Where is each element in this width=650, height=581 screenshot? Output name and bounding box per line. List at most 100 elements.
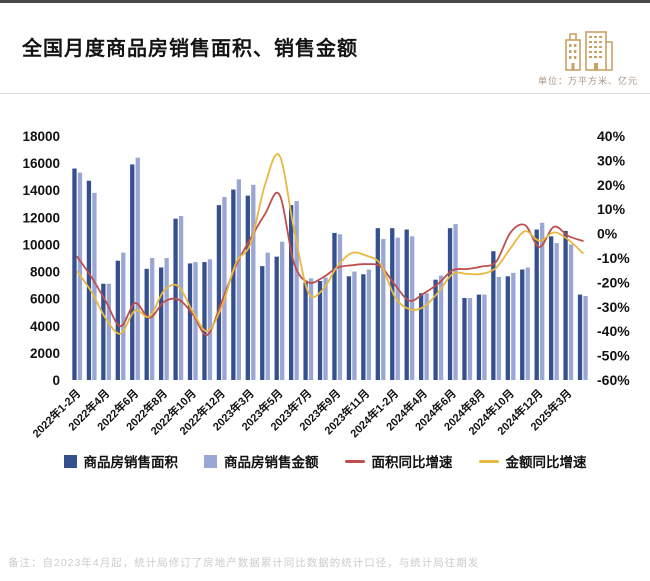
bar-area — [288, 205, 294, 380]
bar-amount — [135, 157, 140, 380]
legend-label: 面积同比增速 — [371, 455, 453, 470]
legend-item-area-line: 面积同比增速 — [344, 451, 453, 471]
y-right-tick: -40% — [597, 323, 630, 339]
bar-area — [115, 260, 120, 380]
legend-label: 商品房销售面积 — [83, 455, 179, 470]
bar-amount — [207, 259, 213, 380]
bar-area — [447, 228, 453, 380]
bar-amount — [381, 239, 386, 380]
bar-area — [101, 283, 106, 380]
y-right-tick: -30% — [597, 299, 630, 315]
bar-amount — [251, 184, 256, 380]
bar-area — [245, 195, 250, 380]
bar-amount — [424, 293, 429, 380]
bar-amount — [453, 224, 458, 380]
y-right-tick: 30% — [597, 152, 626, 168]
footnote: 备注：自2023年4月起，统计局修订了房地产数据累计同比数据的统计口径，与统计局… — [8, 557, 480, 569]
bar-area — [375, 228, 380, 380]
y-right-tick: 10% — [597, 201, 626, 217]
bar-amount — [496, 276, 502, 380]
y-right-tick: -20% — [597, 274, 630, 290]
bar-amount — [366, 269, 372, 380]
bar-amount — [540, 222, 545, 380]
bar-area — [361, 274, 366, 380]
y-right-tick: -60% — [597, 372, 630, 388]
bar-amount — [178, 215, 184, 380]
y-left-tick: 16000 — [22, 156, 60, 171]
bar-area — [346, 276, 352, 380]
bar-amount — [164, 258, 169, 380]
bar-amount — [280, 241, 285, 380]
legend-label: 金额同比增速 — [505, 455, 587, 470]
header: 全国月度商品房销售面积、销售金额 单位：万平方米、亿元 — [0, 6, 650, 94]
bar-area — [418, 293, 424, 380]
legend-item-amount-line: 金额同比增速 — [478, 451, 587, 471]
bar-amount — [568, 244, 574, 380]
bar-area — [72, 168, 77, 380]
bar-area — [158, 267, 164, 380]
y-left-tick: 4000 — [30, 319, 60, 334]
bar-amount — [410, 236, 415, 380]
bar-area — [231, 189, 236, 380]
buildings-icon — [565, 31, 613, 71]
bar-amount — [352, 271, 357, 380]
bar-area — [202, 262, 207, 380]
bar-amount — [395, 237, 400, 380]
bar-area — [390, 228, 395, 380]
y-left-tick: 14000 — [22, 183, 60, 198]
bar-area — [534, 229, 539, 380]
bar-amount — [193, 262, 198, 380]
bar-area — [462, 297, 467, 380]
y-left-tick: 2000 — [30, 346, 60, 361]
bar-amount — [236, 179, 242, 380]
chart-canvas: 0 2000 4000 6000 8000 10000 12000 14000 16000 180… — [22, 128, 630, 440]
bar-amount — [308, 278, 314, 380]
bar-area — [216, 205, 222, 380]
bar-amount — [265, 252, 270, 380]
y-right-tick: -50% — [597, 348, 630, 364]
bar-amount — [92, 192, 97, 380]
bar-amount — [106, 283, 112, 380]
bar-amount — [467, 297, 473, 380]
header-divider — [0, 93, 650, 94]
line-amount-yoy — [76, 153, 584, 335]
bar-amount — [222, 197, 227, 380]
area-bar-swatch — [63, 454, 77, 468]
bar-amount — [438, 275, 444, 380]
legend-item-amount-bar: 商品房销售金额 — [204, 451, 319, 471]
bar-area — [520, 269, 525, 380]
bar-area — [130, 164, 135, 380]
bar-area — [505, 276, 510, 380]
y-left-tick: 18000 — [22, 129, 60, 144]
amount-line-swatch — [478, 459, 499, 463]
y-right-tick: -10% — [597, 250, 630, 266]
bar-area — [317, 281, 323, 380]
bar-amount — [525, 267, 530, 380]
y-right-tick: 40% — [597, 128, 626, 144]
bar-area — [86, 180, 92, 380]
y-left-tick: 10000 — [22, 237, 60, 252]
area-line-swatch — [344, 459, 365, 463]
bar-area — [260, 266, 265, 380]
bar-amount — [150, 258, 155, 380]
legend-label: 商品房销售金额 — [224, 455, 319, 470]
bar-amount — [337, 234, 343, 380]
bar-area — [476, 294, 482, 380]
bar-area — [274, 256, 279, 380]
bar-amount — [482, 294, 487, 380]
unit-note: 单位：万平方米、亿元 — [537, 76, 638, 86]
y-left-tick: 12000 — [22, 210, 60, 225]
bar-amount — [323, 277, 328, 380]
y-left-tick: 8000 — [30, 265, 60, 280]
bar-amount — [554, 243, 559, 380]
legend-item-area-bar: 商品房销售面积 — [63, 451, 179, 471]
bar-amount — [583, 295, 588, 380]
line-area-yoy — [76, 191, 584, 336]
y-right-tick: 0% — [597, 226, 618, 242]
combo-chart: 0 2000 4000 6000 8000 10000 12000 14000 16000 180… — [0, 98, 650, 458]
bar-area — [563, 230, 568, 380]
y-left-tick: 0 — [52, 373, 60, 388]
bar-area — [303, 282, 308, 380]
amount-bar-swatch — [204, 454, 217, 468]
bar-area — [404, 229, 409, 380]
